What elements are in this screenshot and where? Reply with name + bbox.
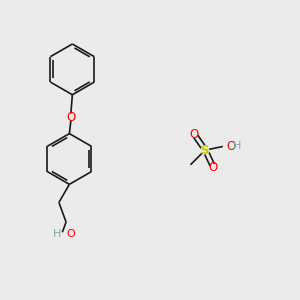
Text: O: O bbox=[227, 140, 236, 153]
Text: O: O bbox=[209, 161, 218, 174]
Text: O: O bbox=[66, 111, 76, 124]
Text: H: H bbox=[233, 142, 242, 152]
Text: S: S bbox=[200, 143, 210, 157]
Text: O: O bbox=[66, 229, 75, 239]
Text: H: H bbox=[52, 229, 61, 239]
Text: O: O bbox=[190, 128, 199, 141]
